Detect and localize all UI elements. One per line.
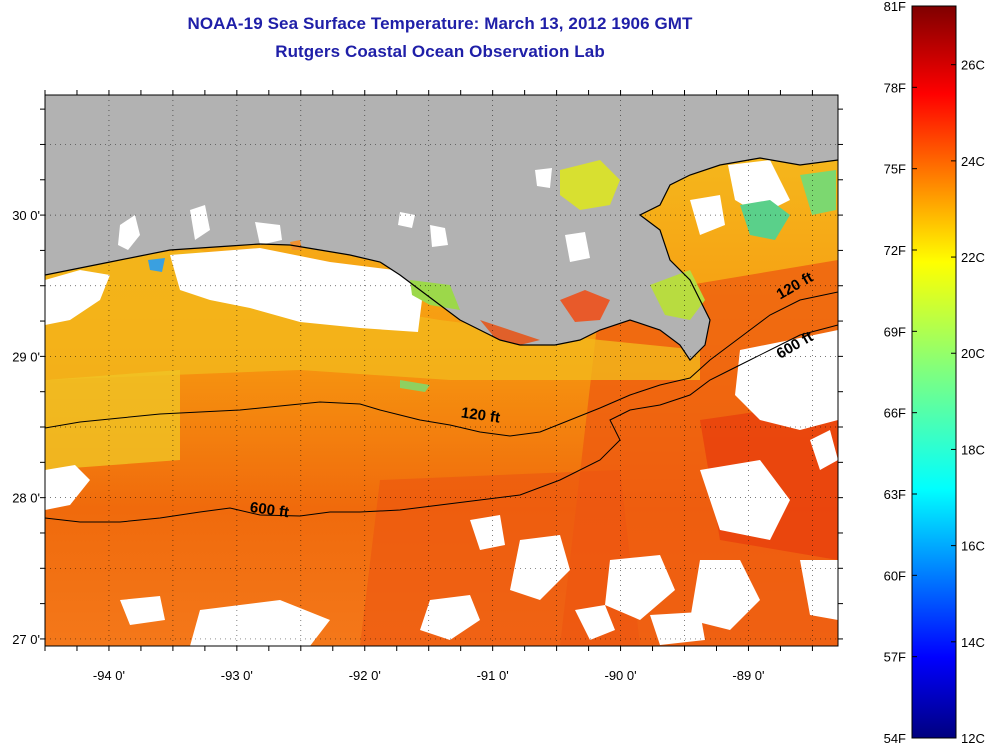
lat-tick-label: 29 0'	[12, 349, 40, 364]
lon-tick-label: -90 0'	[605, 668, 637, 683]
lat-tick-label: 27 0'	[12, 632, 40, 647]
colorbar-fahrenheit-label: 60F	[884, 568, 906, 583]
colorbar	[911, 5, 957, 739]
colorbar-fahrenheit-label: 75F	[884, 162, 906, 177]
coastline	[45, 157, 838, 361]
colorbar-celsius-label: 16C	[961, 539, 985, 554]
latitude-labels: 30 0' 29 0' 28 0' 27 0'	[12, 208, 40, 647]
colorbar-fahrenheit-label: 81F	[884, 0, 906, 14]
lon-tick-label: -93 0'	[221, 668, 253, 683]
figure-title: NOAA-19 Sea Surface Temperature: March 1…	[187, 14, 693, 33]
colorbar-celsius-label: 14C	[961, 635, 985, 650]
isobath-label: 120 ft	[460, 404, 501, 426]
map-frame	[44, 94, 839, 647]
sst-field	[45, 95, 838, 646]
figure-subtitle: Rutgers Coastal Ocean Observation Lab	[275, 42, 605, 61]
colorbar-celsius-label: 26C	[961, 58, 985, 73]
colorbar-celsius-label: 12C	[961, 731, 985, 746]
colorbar-fahrenheit-label: 72F	[884, 243, 906, 258]
colorbar-fahrenheit-label: 57F	[884, 650, 906, 665]
lon-tick-label: -91 0'	[477, 668, 509, 683]
colorbar-labels: 81F 78F 75F 72F 69F 66F 63F 60F 57F 54F 26C 24C 22C 2…	[884, 0, 985, 746]
colorbar-fahrenheit-label: 78F	[884, 80, 906, 95]
colorbar-celsius-label: 24C	[961, 154, 985, 169]
lat-tick-label: 30 0'	[12, 208, 40, 223]
colorbar-celsius-label: 18C	[961, 442, 985, 457]
axis-ticks	[40, 90, 843, 651]
isobath-600ft	[45, 324, 838, 523]
colorbar-celsius-label: 22C	[961, 250, 985, 265]
colorbar-fahrenheit-label: 54F	[884, 731, 906, 746]
lat-tick-label: 28 0'	[12, 491, 40, 506]
colorbar-fahrenheit-label: 69F	[884, 324, 906, 339]
lon-tick-label: -89 0'	[732, 668, 764, 683]
longitude-labels: -94 0' -93 0' -92 0' -91 0' -90 0' -89 0'	[93, 668, 765, 683]
isobath-120ft	[45, 291, 838, 437]
colorbar-celsius-label: 20C	[961, 346, 985, 361]
lon-tick-label: -94 0'	[93, 668, 125, 683]
colorbar-fahrenheit-label: 63F	[884, 487, 906, 502]
colorbar-fahrenheit-label: 66F	[884, 406, 906, 421]
lon-tick-label: -92 0'	[349, 668, 381, 683]
lat-lon-grid	[45, 95, 838, 646]
isobath-label: 600 ft	[249, 499, 290, 521]
